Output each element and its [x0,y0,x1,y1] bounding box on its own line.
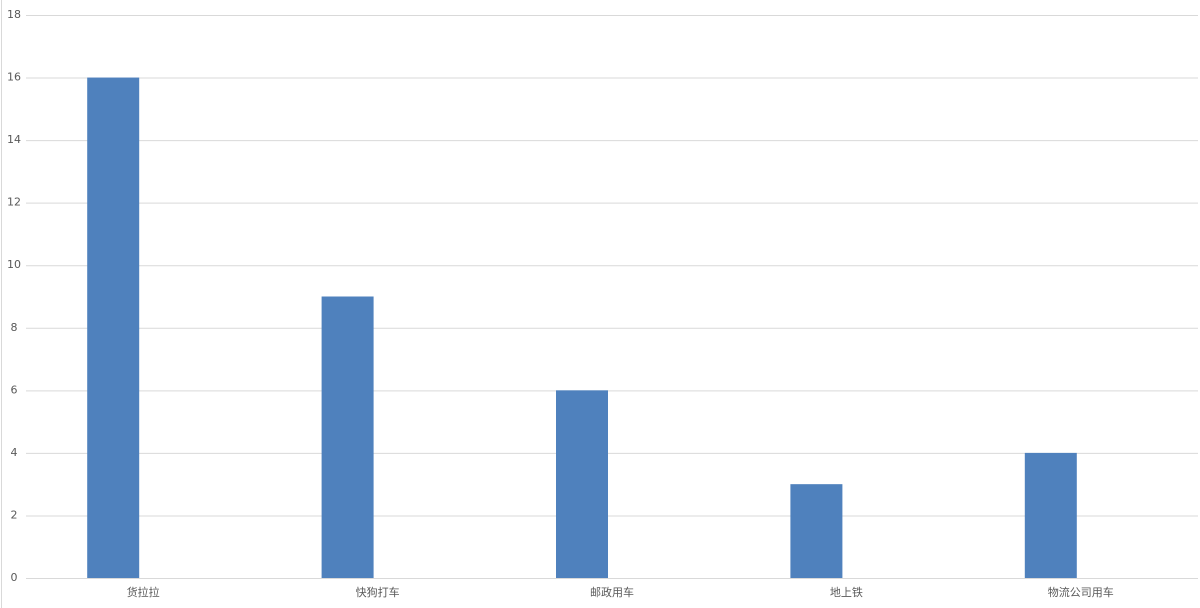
y-tick-label: 2 [11,508,18,521]
y-tick-label: 16 [7,71,21,84]
bar [87,77,140,579]
bar [790,484,843,578]
y-tick-label: 4 [11,446,18,459]
x-tick-label: 货拉拉 [127,585,160,599]
y-tick-label: 10 [7,258,21,271]
bar [321,296,374,578]
y-tick-label: 18 [7,8,21,21]
x-tick-label: 邮政用车 [590,585,634,599]
y-tick-label: 8 [11,321,18,334]
y-tick-label: 14 [7,133,21,146]
y-tick-label: 6 [11,383,18,396]
x-tick-label: 地上铁 [830,586,863,599]
x-tick-label: 物流公司用车 [1048,585,1114,599]
y-tick-label: 0 [11,571,18,584]
x-tick-label: 快狗打车 [356,585,400,599]
bar [1024,452,1077,578]
bar [556,390,608,578]
y-tick-label: 12 [7,196,21,209]
